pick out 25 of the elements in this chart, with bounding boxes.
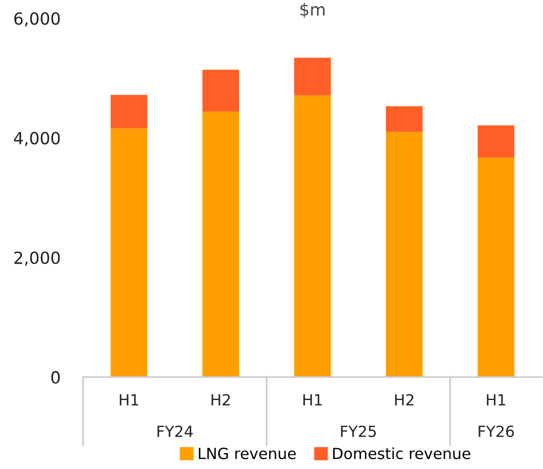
x-tick-label: H1 <box>303 394 322 406</box>
y-tick-label: 2,000 <box>14 251 60 266</box>
y-tick-label: 0 <box>51 371 60 384</box>
y-tick-label: 6,000 <box>14 12 60 27</box>
bar <box>478 158 514 378</box>
text: FY24 <box>158 426 193 437</box>
x-tick-label: H1 <box>120 394 138 406</box>
text: FY25 <box>341 426 376 438</box>
x-tick-label: H1 <box>486 394 506 406</box>
legend-label: LNG revenue <box>198 448 296 460</box>
bar <box>478 125 514 158</box>
legend-label: Domestic revenue <box>333 447 470 460</box>
bar <box>202 112 240 378</box>
text: FY26 <box>478 426 514 438</box>
x-tick-label: H2 <box>212 394 230 406</box>
bar <box>110 128 148 378</box>
bar <box>386 106 423 132</box>
y-tick-label: 4,000 <box>14 132 60 146</box>
bar <box>110 94 148 128</box>
bar <box>202 70 240 112</box>
bar <box>294 95 331 378</box>
chart-title: $m <box>300 2 324 18</box>
x-tick-label: H2 <box>395 394 414 406</box>
bar <box>294 58 331 96</box>
bar <box>386 132 423 378</box>
